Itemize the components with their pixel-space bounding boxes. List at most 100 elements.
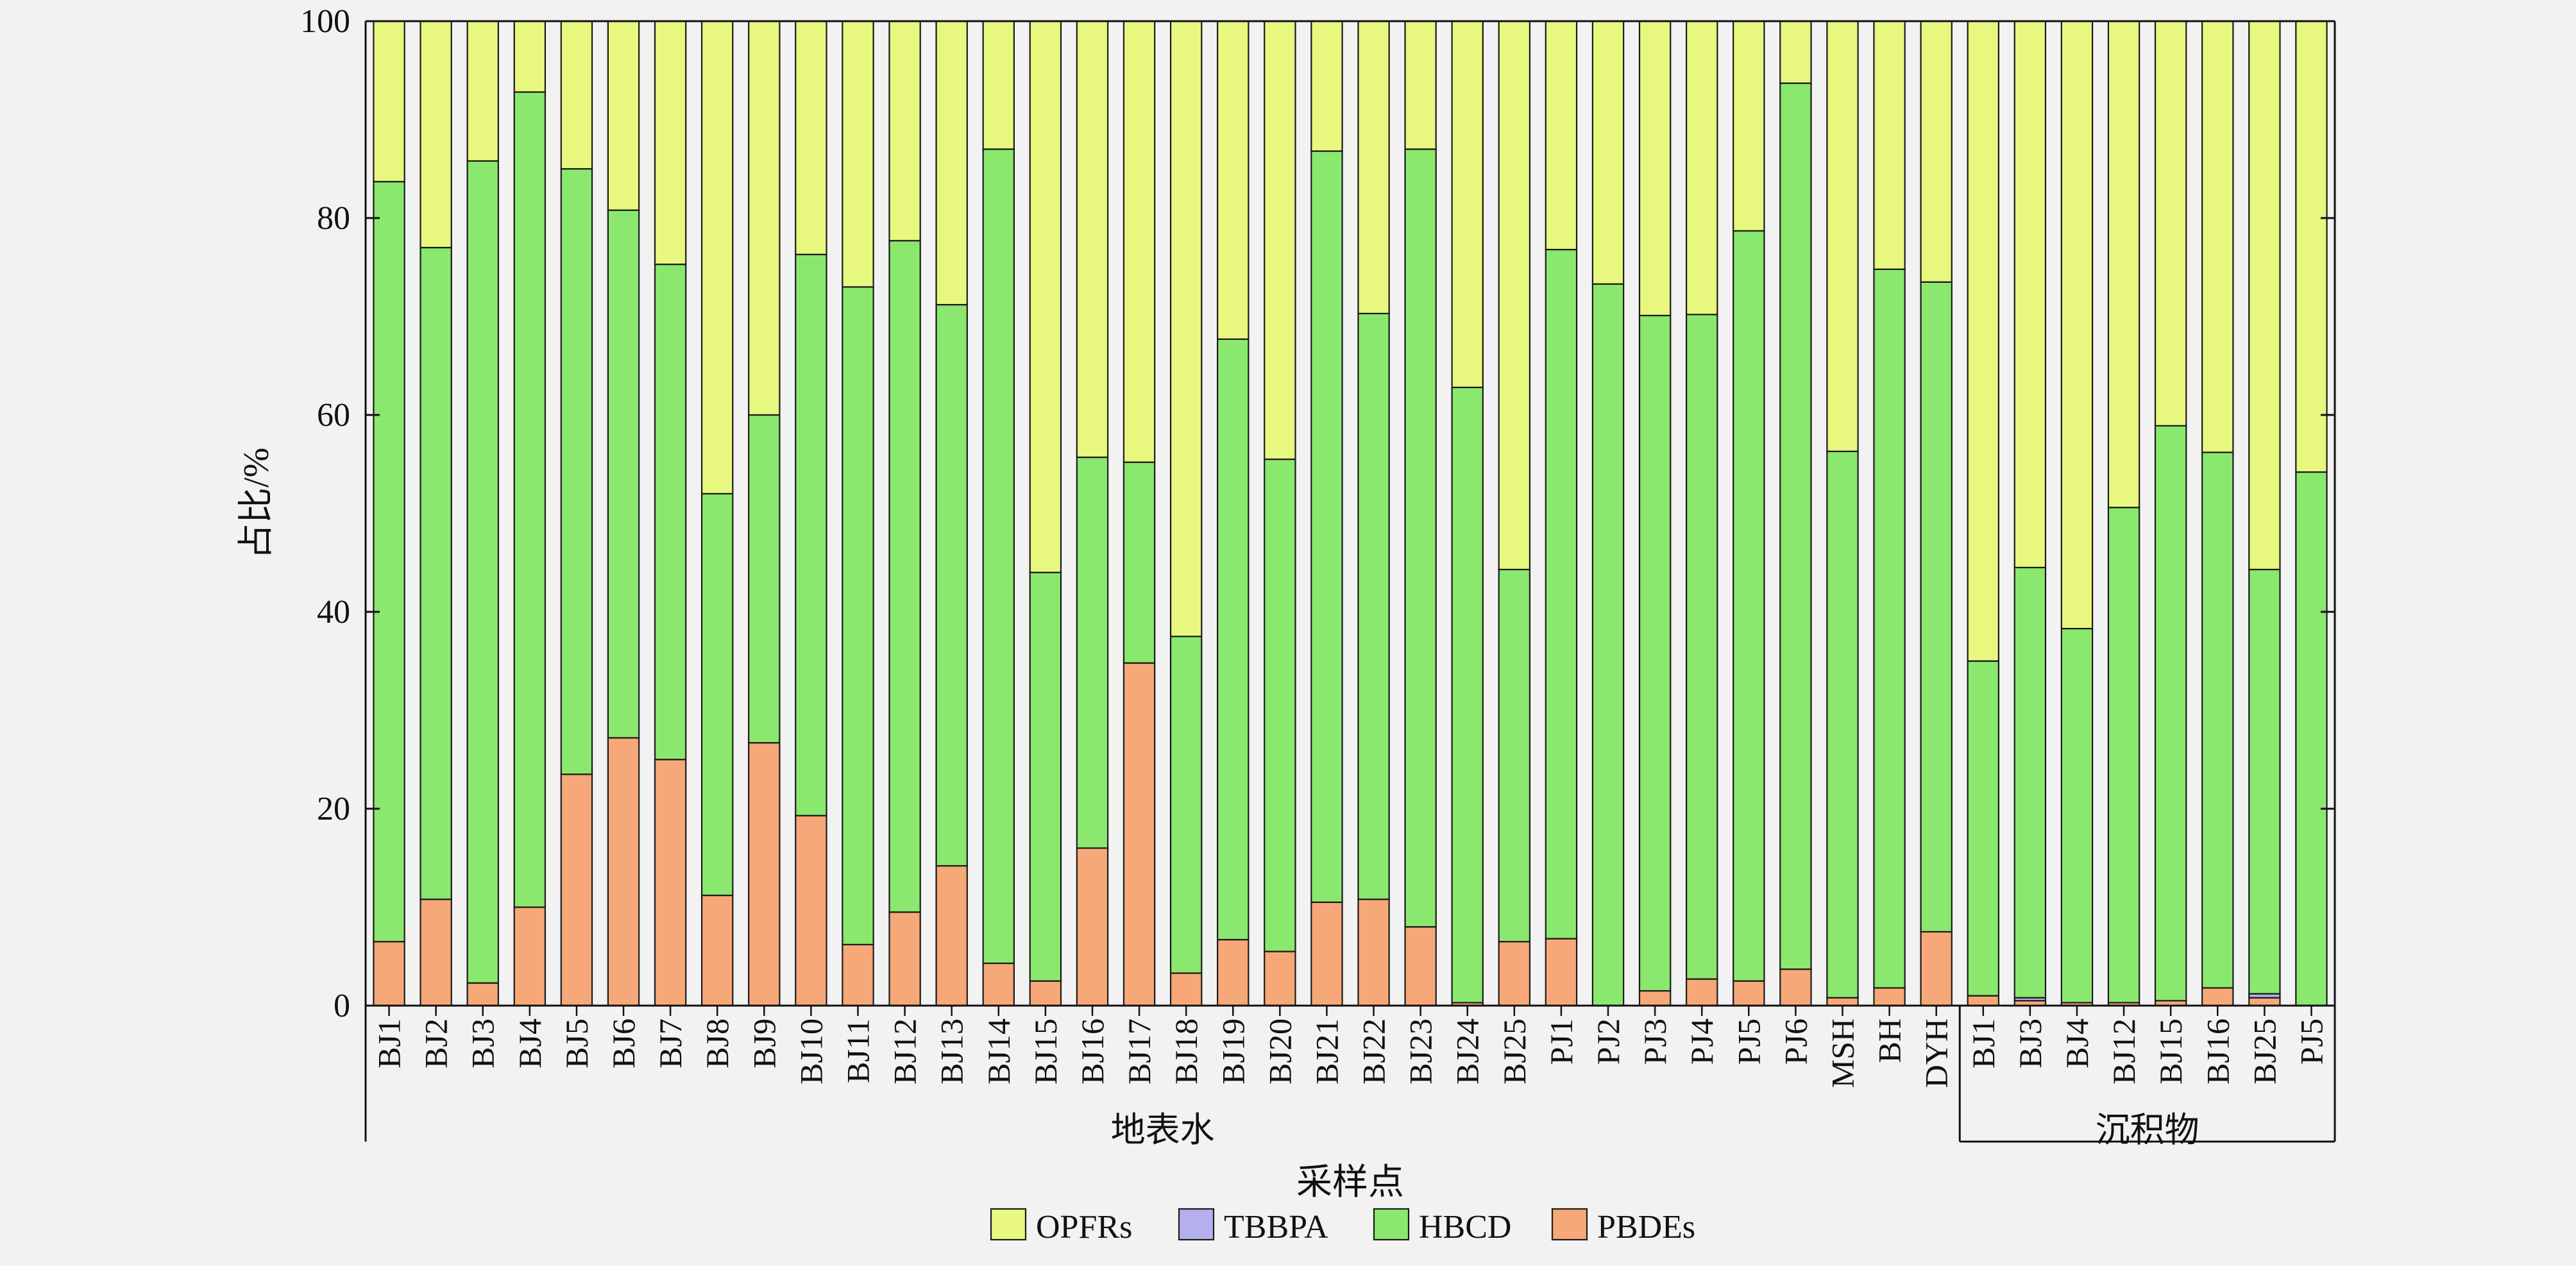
bar-segment-opfrs-34 (1920, 20, 1953, 283)
bar-segment-hbcd-17 (1123, 461, 1156, 664)
bar-segment-hbcd-7 (654, 264, 687, 761)
x-category-label: PJ5 (1731, 1018, 1767, 1065)
bar-segment-hbcd-32 (1826, 450, 1859, 999)
bar-segment-pbdes-29 (1685, 978, 1718, 1007)
bar-segment-hbcd-31 (1779, 82, 1812, 970)
x-category-label: BJ3 (2012, 1018, 2048, 1068)
bar-segment-hbcd-22 (1357, 312, 1390, 900)
legend-swatch-hbcd (1373, 1208, 1410, 1241)
y-tick-label: 40 (317, 594, 350, 630)
bar-segment-pbdes-11 (842, 943, 874, 1007)
bar-segment-opfrs-32 (1826, 20, 1859, 452)
bar-segment-pbdes-3 (466, 982, 499, 1007)
bar-segment-pbdes-28 (1638, 990, 1672, 1007)
bar-segment-hbcd-11 (842, 286, 874, 945)
x-category-label: BJ1 (371, 1018, 407, 1068)
legend-label: PBDEs (1597, 1209, 1695, 1245)
bar-segment-hbcd-3 (466, 160, 499, 984)
bar-segment-pbdes-17 (1123, 662, 1156, 1007)
bar-segment-opfrs-22 (1357, 20, 1390, 314)
x-category-label: BJ15 (2153, 1018, 2189, 1085)
bar-segment-pbdes-16 (1076, 847, 1109, 1007)
bar-segment-opfrs-37 (2060, 20, 2094, 630)
bar-segment-hbcd-24 (1451, 386, 1484, 1004)
bar-segment-hbcd-9 (748, 414, 781, 744)
x-category-label: BJ2 (418, 1018, 454, 1068)
x-category-label: BH (1872, 1018, 1908, 1063)
bar-segment-opfrs-10 (795, 20, 827, 255)
y-axis-title: 占比/% (237, 448, 276, 559)
x-category-label: MSH (1825, 1018, 1861, 1088)
x-category-label: BJ25 (2246, 1018, 2282, 1085)
x-category-label: BJ24 (1450, 1018, 1486, 1085)
bar-segment-pbdes-14 (982, 962, 1015, 1007)
x-category-label: BJ6 (606, 1018, 641, 1068)
bar-segment-pbdes-31 (1779, 968, 1812, 1007)
bar-segment-hbcd-5 (560, 168, 593, 775)
bar-segment-hbcd-16 (1076, 456, 1109, 849)
bar-segment-opfrs-25 (1498, 20, 1531, 571)
bar-segment-opfrs-6 (607, 20, 640, 211)
bar-segment-pbdes-1 (373, 941, 405, 1007)
bar-segment-pbdes-26 (1545, 938, 1578, 1007)
bar-segment-opfrs-24 (1451, 20, 1484, 389)
x-category-label: BJ14 (981, 1018, 1017, 1085)
bar-segment-pbdes-23 (1404, 926, 1437, 1007)
bar-segment-hbcd-40 (2201, 452, 2234, 989)
bar-segment-pbdes-32 (1826, 997, 1859, 1007)
bar-segment-opfrs-42 (2295, 20, 2328, 473)
bar-segment-opfrs-38 (2107, 20, 2140, 509)
x-category-label: BJ22 (1356, 1018, 1392, 1085)
y-tick-label: 60 (317, 397, 350, 434)
x-category-label: BJ18 (1168, 1018, 1204, 1085)
bar-segment-hbcd-36 (2013, 566, 2047, 999)
bar-segment-pbdes-7 (654, 759, 687, 1007)
bar-segment-opfrs-15 (1029, 20, 1062, 573)
group-label: 沉积物 (2096, 1111, 2199, 1149)
bar-segment-hbcd-21 (1310, 150, 1343, 903)
bar-segment-opfrs-28 (1638, 20, 1672, 317)
bar-segment-hbcd-34 (1920, 281, 1953, 933)
bar-segment-opfrs-23 (1404, 20, 1437, 150)
bar-segment-hbcd-6 (607, 209, 640, 739)
bar-segment-opfrs-19 (1217, 20, 1250, 340)
x-category-label: BJ7 (652, 1018, 688, 1068)
bar-segment-hbcd-35 (1967, 660, 1999, 997)
bar-segment-opfrs-40 (2201, 20, 2234, 453)
x-category-label: PJ6 (1777, 1018, 1813, 1065)
x-category-label: BJ16 (2199, 1018, 2235, 1085)
x-category-label: PJ2 (1590, 1018, 1626, 1065)
bar-segment-pbdes-33 (1873, 987, 1906, 1007)
bar-segment-opfrs-27 (1591, 20, 1625, 285)
bar-segment-pbdes-41 (2248, 997, 2281, 1007)
bar-segment-opfrs-7 (654, 20, 687, 266)
x-category-label: DYH (1919, 1018, 1954, 1088)
bar-segment-hbcd-8 (700, 493, 734, 897)
bar-segment-hbcd-12 (888, 240, 921, 913)
x-category-label: BJ9 (746, 1018, 782, 1068)
bar-segment-hbcd-18 (1169, 636, 1203, 974)
y-tick-label: 0 (334, 988, 350, 1024)
bar-segment-hbcd-20 (1264, 458, 1296, 952)
bar-segment-opfrs-26 (1545, 20, 1578, 251)
y-tick-label: 80 (317, 200, 350, 237)
x-axis-title: 采样点 (1296, 1163, 1404, 1203)
bar-segment-hbcd-39 (2154, 425, 2187, 1002)
bar-segment-pbdes-5 (560, 773, 593, 1007)
bar-segment-opfrs-3 (466, 20, 499, 162)
bar-segment-hbcd-1 (373, 181, 405, 943)
x-category-label: BJ12 (2106, 1018, 2142, 1085)
bar-segment-opfrs-14 (982, 20, 1015, 150)
bar-segment-opfrs-35 (1967, 20, 1999, 662)
bar-segment-hbcd-4 (513, 91, 547, 908)
bar-segment-hbcd-15 (1029, 571, 1062, 982)
x-category-label: BJ23 (1403, 1018, 1439, 1085)
x-category-label: BJ4 (512, 1018, 548, 1068)
bar-segment-opfrs-13 (935, 20, 968, 306)
bar-segment-opfrs-1 (373, 20, 405, 183)
legend-label: TBBPA (1224, 1209, 1328, 1245)
bar-segment-pbdes-35 (1967, 995, 1999, 1007)
group-label: 地表水 (1111, 1111, 1215, 1149)
bar-segment-pbdes-34 (1920, 931, 1953, 1007)
